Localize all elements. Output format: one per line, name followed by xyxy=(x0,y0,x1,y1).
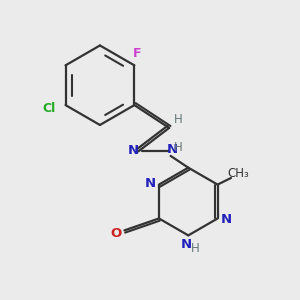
Text: H: H xyxy=(174,112,182,126)
Text: Cl: Cl xyxy=(43,101,56,115)
Text: O: O xyxy=(110,227,122,240)
Text: N: N xyxy=(128,144,139,157)
Text: N: N xyxy=(181,238,192,251)
Text: H: H xyxy=(174,141,182,154)
Text: CH₃: CH₃ xyxy=(227,167,249,180)
Text: F: F xyxy=(133,47,142,60)
Text: N: N xyxy=(167,143,178,157)
Text: N: N xyxy=(145,177,156,190)
Text: N: N xyxy=(221,213,232,226)
Text: H: H xyxy=(191,242,200,255)
